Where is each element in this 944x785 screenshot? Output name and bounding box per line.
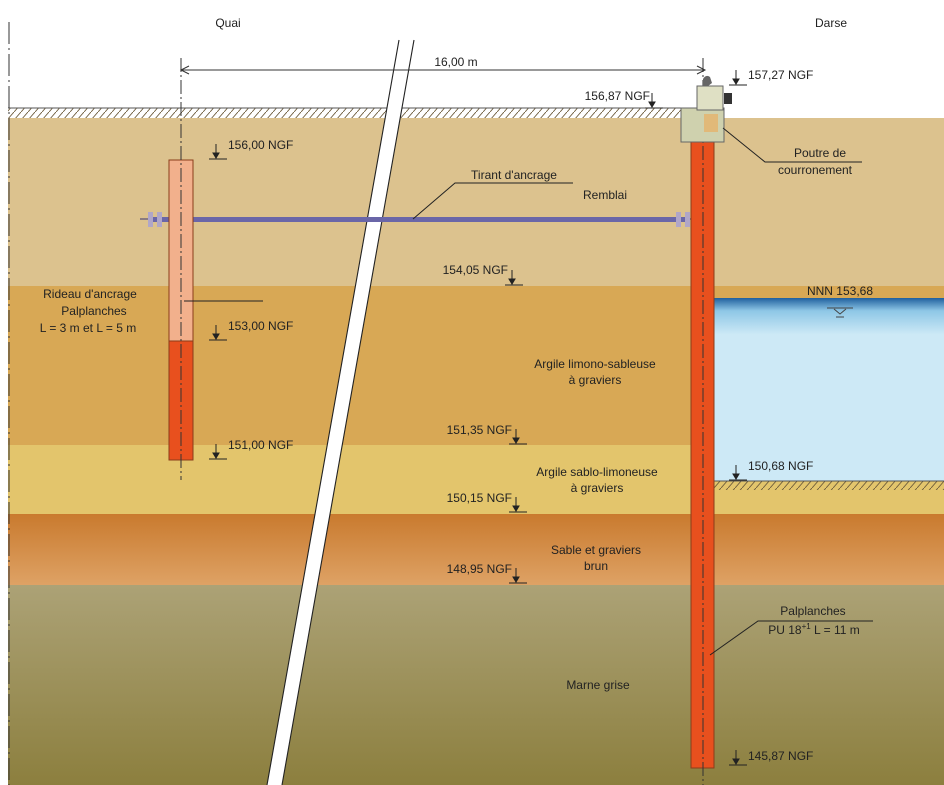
water-level-marker xyxy=(827,307,853,318)
water-level-label: NNN 153,68 xyxy=(807,284,873,298)
level-label-ground: 156,87 NGF xyxy=(585,89,650,103)
level-label-anchor-change: 153,00 NGF xyxy=(228,319,293,333)
level-label-main-pile-bottom: 145,87 NGF xyxy=(748,749,813,763)
layer-sable-graviers xyxy=(8,514,944,585)
main-sheet-pile xyxy=(690,58,715,785)
rideau-label-3: L = 3 m et L = 5 m xyxy=(40,321,137,335)
soil-label-argile-limono-2: à graviers xyxy=(569,373,622,387)
level-label-anchor-bottom: 151,00 NGF xyxy=(228,438,293,452)
soil-label-remblai: Remblai xyxy=(583,188,627,202)
soil-label-argile-limono-1: Argile limono-sableuse xyxy=(534,357,656,371)
poutre-label-1: Poutre de xyxy=(794,146,846,160)
rideau-label-2: Palplanches xyxy=(61,304,126,318)
level-label-layer3-bottom: 150,15 NGF xyxy=(447,491,512,505)
anchor-sheet-pile xyxy=(168,58,194,480)
level-label-cap-top: 157,27 NGF xyxy=(748,68,813,82)
rideau-label-1: Rideau d'ancrage xyxy=(43,287,137,301)
soil-label-sable-1: Sable et graviers xyxy=(551,543,641,557)
poutre-label-2: courronement xyxy=(778,163,853,177)
level-arrows xyxy=(209,70,747,766)
level-label-layer2-bottom: 151,35 NGF xyxy=(447,423,512,437)
header-quai: Quai xyxy=(215,16,240,30)
coping-beam xyxy=(680,75,732,143)
tirant-label: Tirant d'ancrage xyxy=(471,168,557,182)
ground-surface-hatch xyxy=(8,108,694,118)
layer-remblai xyxy=(8,118,944,286)
water-basin xyxy=(714,298,944,481)
level-label-anchor-top: 156,00 NGF xyxy=(228,138,293,152)
leader-lines xyxy=(184,127,873,656)
soil-label-sable-2: brun xyxy=(584,559,608,573)
level-label-dock-floor: 150,68 NGF xyxy=(748,459,813,473)
soil-label-argile-sablo-1: Argile sablo-limoneuse xyxy=(536,465,658,479)
soil-label-argile-sablo-2: à graviers xyxy=(571,481,624,495)
palplanches-label-1: Palplanches xyxy=(780,604,845,618)
section-break-line xyxy=(266,39,415,785)
dimension-label: 16,00 m xyxy=(434,55,477,69)
palplanches-label-2: PU 18+1 L = 11 m xyxy=(768,622,860,637)
level-label-layer4-bottom: 148,95 NGF xyxy=(447,562,512,576)
anchor-rod xyxy=(140,212,693,227)
layer-marne-grise xyxy=(8,585,944,785)
soil-label-marne: Marne grise xyxy=(566,678,630,692)
level-label-layer1-bottom: 154,05 NGF xyxy=(443,263,508,277)
header-darse: Darse xyxy=(815,16,847,30)
dock-floor-hatch xyxy=(714,481,944,490)
